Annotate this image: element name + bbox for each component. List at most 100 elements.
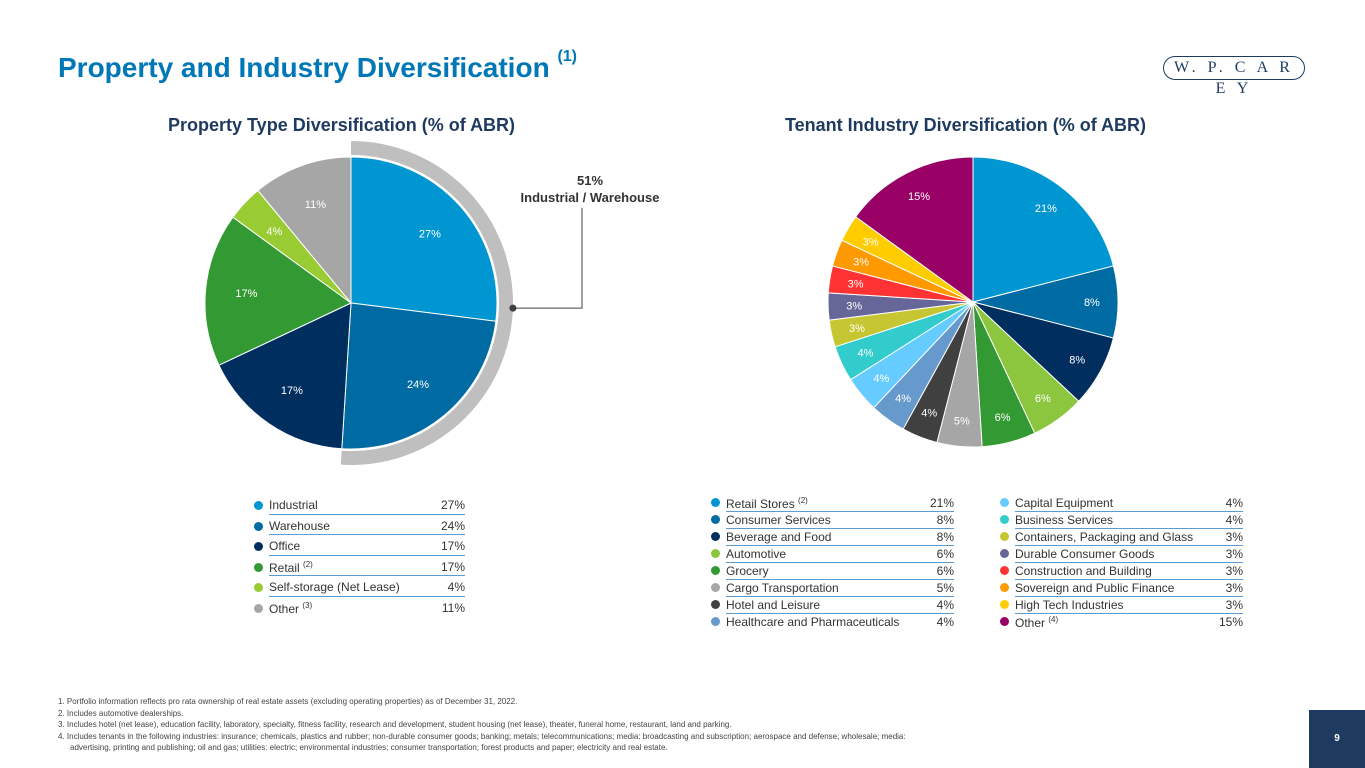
industry-slice-label: 4% — [921, 408, 937, 420]
legend-value: 3% — [1225, 598, 1243, 612]
legend-item: Other (3) 11% — [254, 597, 465, 618]
legend-item: Sovereign and Public Finance 3% — [1000, 580, 1243, 597]
legend-swatch — [1000, 583, 1009, 592]
footnotes: 1. Portfolio information reflects pro ra… — [58, 696, 1158, 754]
legend-label: Durable Consumer Goods — [1015, 547, 1155, 561]
legend-swatch — [1000, 617, 1009, 626]
legend-label: Sovereign and Public Finance — [1015, 581, 1175, 595]
industry-slice — [972, 156, 1115, 303]
legend-label: Beverage and Food — [726, 530, 832, 544]
legend-label: Healthcare and Pharmaceuticals — [726, 615, 900, 629]
legend-label: Other (4) — [1015, 615, 1059, 630]
legend-label: Warehouse — [269, 518, 330, 533]
footnote: 4. Includes tenants in the following ind… — [58, 731, 906, 741]
property-slice — [341, 302, 497, 450]
legend-value: 4% — [447, 580, 465, 594]
industry-slice-label: 5% — [954, 415, 970, 427]
legend-label: Containers, Packaging and Glass — [1015, 530, 1194, 544]
industry-slice-label: 21% — [1035, 203, 1057, 215]
legend-label: Self-storage (Net Lease) — [269, 580, 400, 594]
legend-swatch — [711, 515, 720, 524]
legend-swatch — [1000, 498, 1009, 507]
legend-label: Consumer Services — [726, 513, 831, 527]
legend-value: 3% — [1225, 530, 1243, 544]
industry-slice-label: 4% — [857, 348, 873, 360]
legend-swatch — [254, 583, 263, 592]
footnote: 3. Includes hotel (net lease), education… — [58, 720, 732, 729]
legend-item: Hotel and Leisure 4% — [711, 597, 954, 614]
legend-value: 8% — [936, 513, 954, 527]
legend-swatch — [711, 617, 720, 626]
legend-item: Durable Consumer Goods 3% — [1000, 546, 1243, 563]
property-slice-label: 17% — [235, 288, 257, 300]
legend-item: Automotive 6% — [711, 546, 954, 563]
industry-slice-label: 3% — [853, 257, 869, 269]
industry-slice-label: 6% — [1035, 393, 1051, 405]
legend-item: Beverage and Food 8% — [711, 529, 954, 546]
legend-value: 3% — [1225, 581, 1243, 595]
legend-value: 5% — [936, 581, 954, 595]
legend-value: 27% — [440, 498, 465, 512]
property-slice — [350, 156, 498, 322]
page-title: Property and Industry Diversification (1… — [58, 47, 578, 83]
industry-slice-label: 4% — [895, 393, 911, 405]
legend-value: 3% — [1225, 564, 1243, 578]
legend-label: Other (3) — [269, 600, 313, 616]
legend-value: 17% — [440, 539, 465, 553]
legend-label: Automotive — [726, 547, 787, 561]
footnote: 1. Portfolio information reflects pro ra… — [58, 697, 518, 706]
legend-item: Healthcare and Pharmaceuticals 4% — [711, 614, 954, 631]
industry-legend-left: Retail Stores (2) 21% Consumer Services 8% B… — [711, 495, 954, 631]
industry-slice-label: 15% — [908, 191, 930, 203]
legend-item: High Tech Industries 3% — [1000, 597, 1243, 614]
legend-item: Business Services 4% — [1000, 512, 1243, 529]
legend-item: Industrial 27% — [254, 494, 465, 515]
legend-swatch — [1000, 600, 1009, 609]
legend-swatch — [711, 583, 720, 592]
legend-value: 15% — [1218, 615, 1243, 629]
industry-slice — [854, 156, 974, 303]
company-logo: W. P. C A R E Y — [1163, 56, 1305, 97]
industry-slice-label: 6% — [995, 412, 1011, 424]
legend-value: 3% — [1225, 547, 1243, 561]
legend-swatch — [711, 532, 720, 541]
legend-label: Construction and Building — [1015, 564, 1152, 578]
legend-value: 8% — [936, 530, 954, 544]
property-legend: Industrial 27% Warehouse 24% Office 17% Retail… — [254, 494, 465, 618]
legend-item: Retail Stores (2) 21% — [711, 495, 954, 512]
legend-item: Containers, Packaging and Glass 3% — [1000, 529, 1243, 546]
legend-label: Grocery — [726, 564, 769, 578]
legend-item: Construction and Building 3% — [1000, 563, 1243, 580]
property-slice-label: 17% — [281, 385, 303, 397]
legend-value: 6% — [936, 547, 954, 561]
property-slice-label: 24% — [407, 379, 429, 391]
legend-value: 4% — [1225, 513, 1243, 527]
industry-slice-label: 8% — [1069, 354, 1085, 366]
industry-chart-subtitle: Tenant Industry Diversification (% of AB… — [785, 115, 1147, 135]
callout-dot — [509, 304, 517, 312]
industry-slice-label: 3% — [863, 236, 879, 248]
legend-swatch — [711, 600, 720, 609]
legend-swatch — [1000, 515, 1009, 524]
callout-label: Industrial / Warehouse — [520, 190, 660, 205]
industry-slice-label: 3% — [849, 323, 865, 335]
legend-value: 6% — [936, 564, 954, 578]
legend-item: Self-storage (Net Lease) 4% — [254, 576, 465, 597]
legend-value: 4% — [936, 615, 954, 629]
legend-item: Capital Equipment 4% — [1000, 495, 1243, 512]
charts-canvas: 27% 24% 17% 17% 4% 11% 21% 8% 8% 6% 6% 5% 4% 4% 4% 4% 3%… — [204, 141, 1119, 466]
legend-label: Retail (2) — [269, 559, 313, 575]
legend-value: 24% — [440, 518, 465, 533]
legend-swatch — [1000, 566, 1009, 575]
legend-value: 17% — [440, 559, 465, 574]
legend-swatch — [1000, 532, 1009, 541]
legend-label: Retail Stores (2) — [726, 496, 808, 511]
legend-value: 4% — [1225, 496, 1243, 510]
legend-item: Other (4) 15% — [1000, 614, 1243, 631]
legend-swatch — [711, 549, 720, 558]
industry-slice-label: 4% — [873, 373, 889, 385]
legend-item: Consumer Services 8% — [711, 512, 954, 529]
legend-swatch — [254, 521, 263, 531]
footnote: advertising, printing and publishing; oi… — [70, 743, 668, 752]
callout-line — [512, 208, 583, 309]
